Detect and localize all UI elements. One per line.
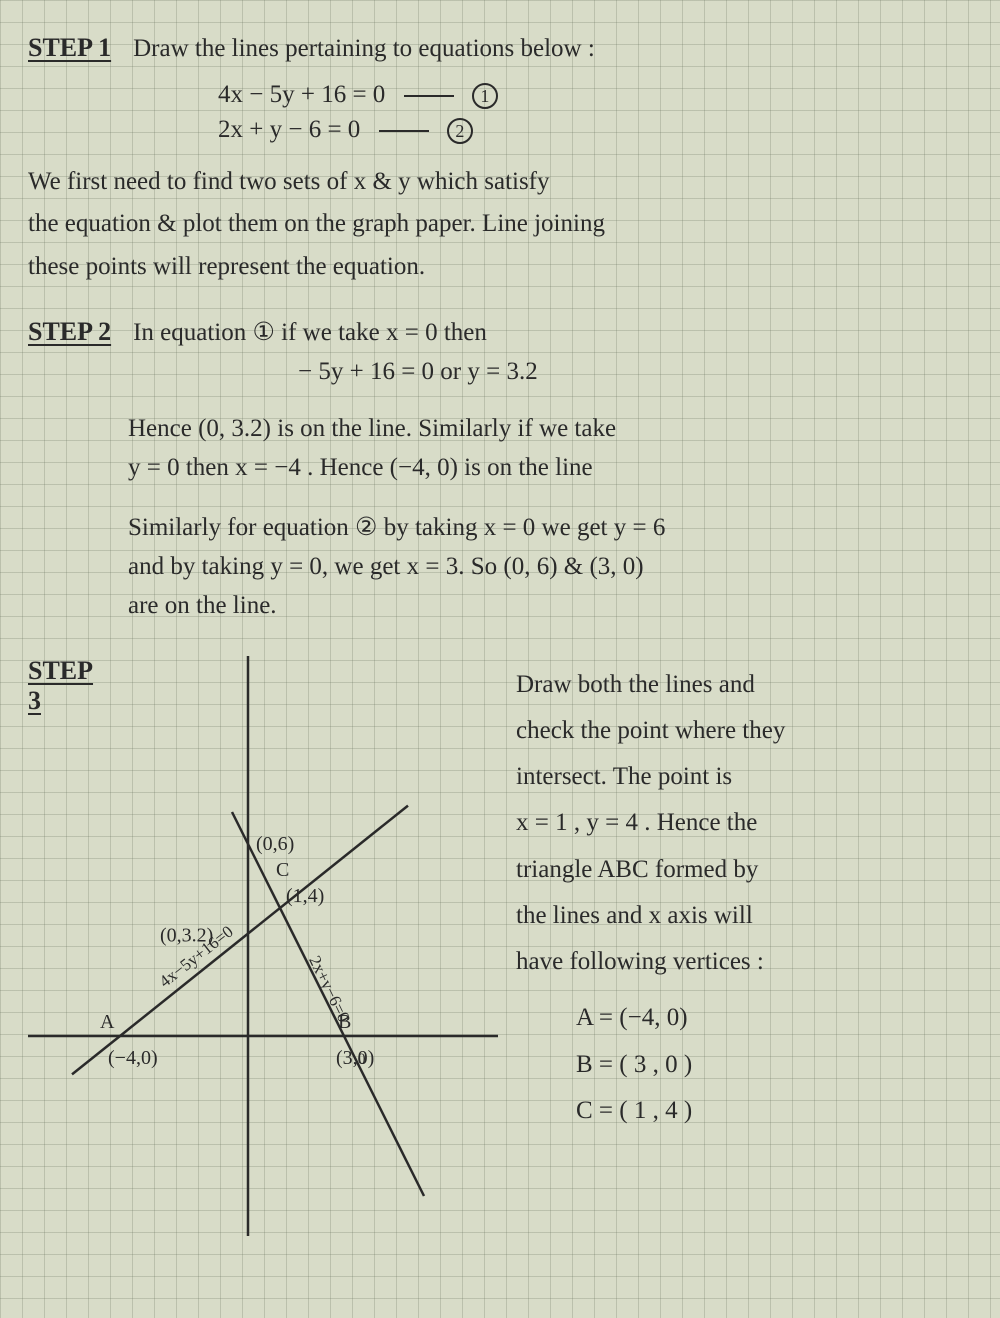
svg-text:(1,4): (1,4) bbox=[286, 885, 324, 907]
equation-2-row: 2x + y − 6 = 0 2 bbox=[218, 112, 972, 147]
graph-svg: (0,6)(0,3.2)(1,4)C(−4,0)A(3,0)B4x−5y+16=… bbox=[28, 656, 498, 1236]
r7: have following vertices : bbox=[516, 939, 972, 985]
svg-text:A: A bbox=[100, 1011, 115, 1033]
step1-para-line2: the equation & plot them on the graph pa… bbox=[28, 203, 972, 246]
svg-text:2x+y−6=0: 2x+y−6=0 bbox=[305, 952, 353, 1024]
step1-header: STEP 1 bbox=[28, 33, 111, 63]
graph-figure: (0,6)(0,3.2)(1,4)C(−4,0)A(3,0)B4x−5y+16=… bbox=[28, 656, 498, 1236]
r4: x = 1 , y = 4 . Hence the bbox=[516, 800, 972, 846]
step2-l1a: In equation ① if we take x = 0 then bbox=[133, 319, 487, 346]
step1-para-line3: these points will represent the equation… bbox=[28, 246, 972, 289]
step2-header: STEP 2 bbox=[28, 317, 111, 347]
step2-l1b: − 5y + 16 = 0 or y = 3.2 bbox=[298, 353, 972, 392]
step1-intro: Draw the lines pertaining to equations b… bbox=[133, 35, 595, 62]
step2-l2b: y = 0 then x = −4 . Hence (−4, 0) is on … bbox=[128, 449, 972, 488]
vertex-B: B = ( 3 , 0 ) bbox=[576, 1042, 972, 1088]
step1-row: STEP 1 Draw the lines pertaining to equa… bbox=[28, 30, 972, 69]
r3: intersect. The point is bbox=[516, 754, 972, 800]
r2: check the point where they bbox=[516, 708, 972, 754]
step1-para: We first need to find two sets of x & y … bbox=[28, 161, 972, 289]
r5: triangle ABC formed by bbox=[516, 847, 972, 893]
vertex-A: A = (−4, 0) bbox=[576, 995, 972, 1041]
step3-right-text: Draw both the lines and check the point … bbox=[498, 656, 972, 1236]
step2-l3c: are on the line. bbox=[128, 587, 972, 626]
step2-block: STEP 2 In equation ① if we take x = 0 th… bbox=[28, 314, 972, 625]
equation-1: 4x − 5y + 16 = 0 bbox=[218, 81, 385, 108]
page-content: STEP 1 Draw the lines pertaining to equa… bbox=[0, 0, 1000, 1318]
step2-l3b: and by taking y = 0, we get x = 3. So (0… bbox=[128, 548, 972, 587]
step2-l3a: Similarly for equation ② by taking x = 0… bbox=[128, 509, 972, 548]
equation-2: 2x + y − 6 = 0 bbox=[218, 116, 360, 143]
r1: Draw both the lines and bbox=[516, 662, 972, 708]
svg-text:0: 0 bbox=[358, 1051, 366, 1068]
step3-block: STEP 3 (0,6)(0,3.2)(1,4)C(−4,0)A(3,0)B4x… bbox=[28, 656, 972, 1236]
circled-2-icon: 2 bbox=[447, 118, 473, 144]
step2-l2a: Hence (0, 3.2) is on the line. Similarly… bbox=[128, 410, 972, 449]
dash-icon bbox=[379, 130, 429, 132]
vertex-C: C = ( 1 , 4 ) bbox=[576, 1088, 972, 1134]
dash-icon bbox=[404, 95, 454, 97]
r6: the lines and x axis will bbox=[516, 893, 972, 939]
circled-1-icon: 1 bbox=[472, 83, 498, 109]
equation-1-row: 4x − 5y + 16 = 0 1 bbox=[218, 77, 972, 112]
svg-text:(3,0): (3,0) bbox=[336, 1047, 374, 1069]
svg-text:C: C bbox=[276, 859, 289, 881]
svg-text:(−4,0): (−4,0) bbox=[108, 1047, 158, 1069]
svg-text:(0,6): (0,6) bbox=[256, 833, 294, 855]
step1-para-line1: We first need to find two sets of x & y … bbox=[28, 161, 972, 204]
